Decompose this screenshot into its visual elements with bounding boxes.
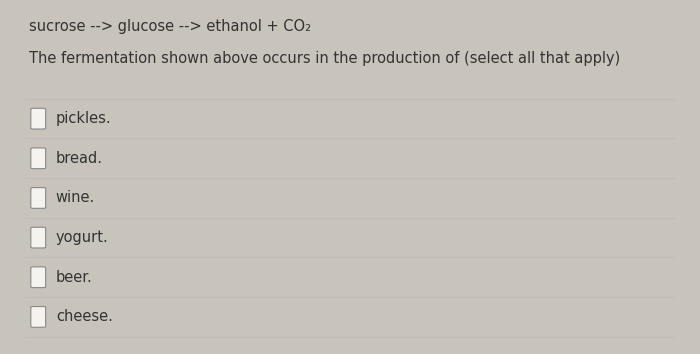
Text: bread.: bread. [56, 151, 103, 166]
Text: yogurt.: yogurt. [56, 230, 108, 245]
Text: wine.: wine. [56, 190, 95, 205]
FancyBboxPatch shape [31, 108, 46, 129]
FancyBboxPatch shape [31, 148, 46, 169]
FancyBboxPatch shape [31, 227, 46, 248]
FancyBboxPatch shape [31, 267, 46, 287]
Text: beer.: beer. [56, 270, 92, 285]
Text: cheese.: cheese. [56, 309, 113, 324]
FancyBboxPatch shape [31, 188, 46, 208]
Text: sucrose --> glucose --> ethanol + CO₂: sucrose --> glucose --> ethanol + CO₂ [29, 19, 312, 34]
Text: The fermentation shown above occurs in the production of (select all that apply): The fermentation shown above occurs in t… [29, 51, 621, 66]
Text: pickles.: pickles. [56, 111, 111, 126]
FancyBboxPatch shape [31, 307, 46, 327]
